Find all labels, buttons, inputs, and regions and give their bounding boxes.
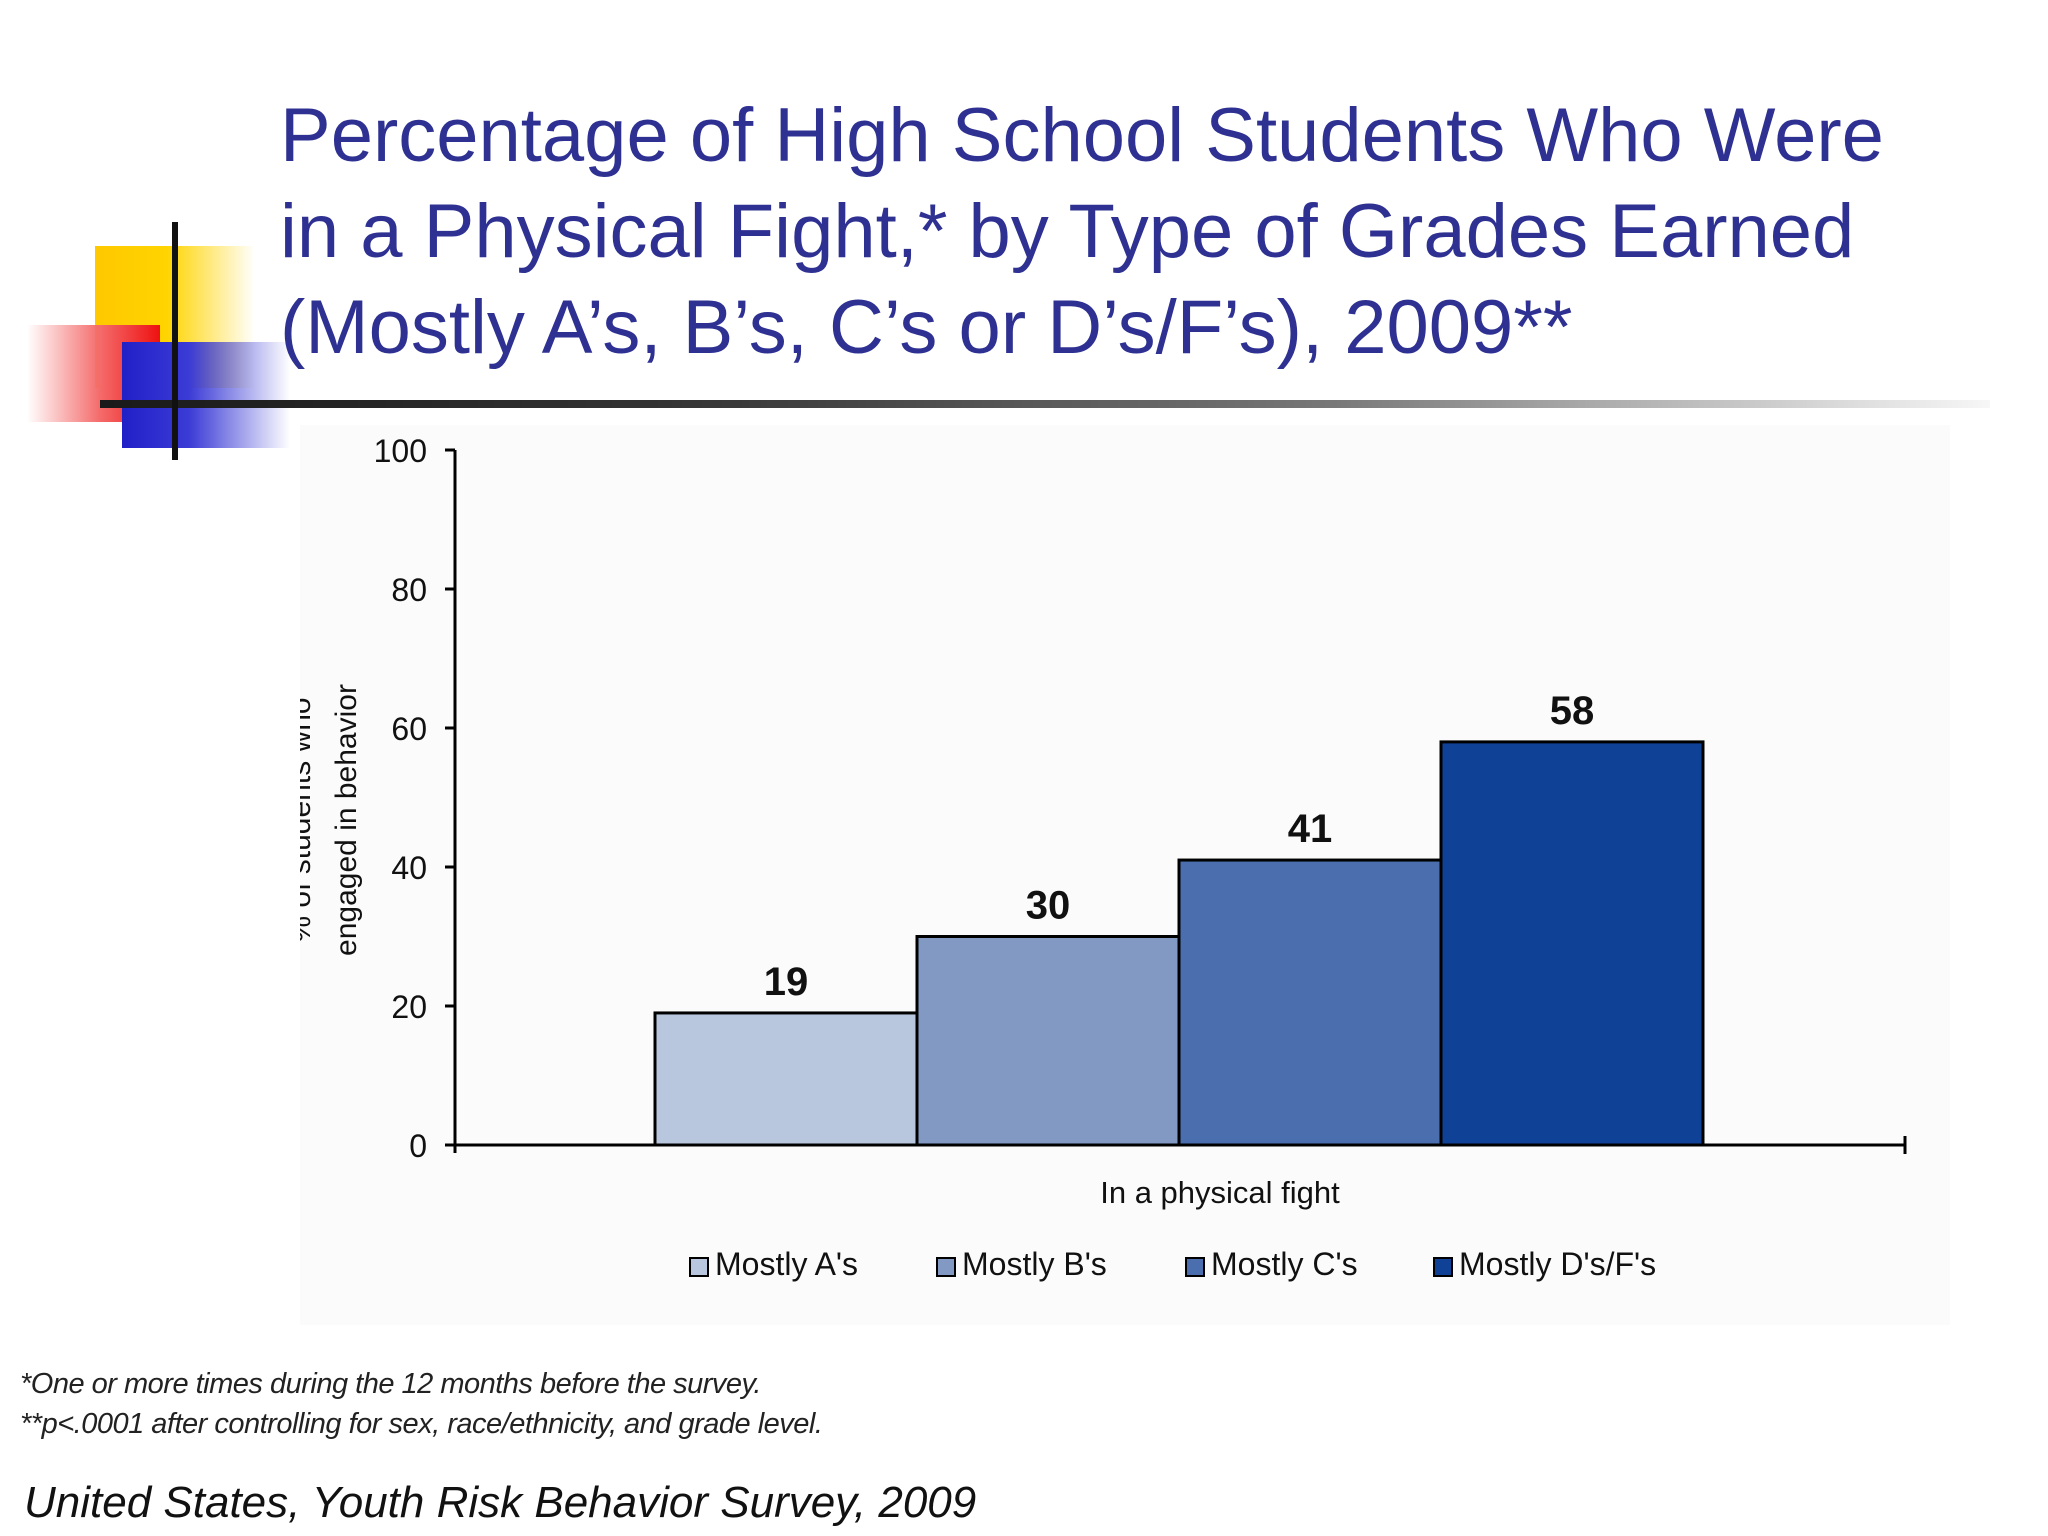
y-tick-label: 40 (391, 850, 427, 886)
footnote-1: *One or more times during the 12 months … (20, 1368, 761, 1400)
title-line-1: Percentage of High School Students Who W… (280, 93, 1884, 178)
y-tick-label: 0 (409, 1128, 427, 1164)
slide-title: Percentage of High School Students Who W… (280, 88, 2020, 376)
bar-value-label: 19 (764, 960, 809, 1004)
bar (653, 1011, 919, 1147)
y-axis-label: % of students who (300, 697, 317, 942)
decor-vertical-line (172, 222, 178, 460)
legend-swatch (1185, 1257, 1205, 1277)
legend-label: Mostly B's (962, 1246, 1107, 1282)
y-tick-label: 60 (391, 711, 427, 747)
y-tick-label: 80 (391, 572, 427, 608)
legend-swatch (936, 1257, 956, 1277)
legend-label: Mostly D's/F's (1459, 1246, 1656, 1282)
title-line-2: in a Physical Fight,* by Type of Grades … (280, 189, 1855, 274)
y-axis-label: engaged in behavior (330, 684, 363, 956)
legend-swatch (1433, 1257, 1453, 1277)
bar (915, 935, 1181, 1147)
bar (1439, 740, 1705, 1147)
legend-label: Mostly C's (1211, 1246, 1358, 1282)
source-note: United States, Youth Risk Behavior Surve… (24, 1478, 977, 1527)
bar-value-label: 58 (1550, 689, 1595, 733)
decor-blue-square (122, 342, 290, 448)
bar-chart: 0 20 40 60 80 100 % of students who engaged in … (300, 433, 1907, 1282)
bar-value-label: 30 (1026, 884, 1071, 928)
legend-label: Mostly A's (715, 1246, 858, 1282)
bar-value-label: 41 (1288, 807, 1333, 851)
y-tick-label: 20 (391, 989, 427, 1025)
title-line-3: (Mostly A’s, B’s, C’s or D’s/F’s), 2009*… (280, 285, 1573, 370)
chart-area: 0 20 40 60 80 100 % of students who engaged in … (300, 425, 1950, 1325)
y-tick-label: 100 (374, 433, 427, 469)
bar (1177, 858, 1443, 1147)
x-category-label: In a physical fight (1100, 1175, 1340, 1210)
legend-swatch (689, 1257, 709, 1277)
title-underline (100, 400, 1990, 408)
footnote-2: **p<.0001 after controlling for sex, rac… (20, 1408, 823, 1440)
